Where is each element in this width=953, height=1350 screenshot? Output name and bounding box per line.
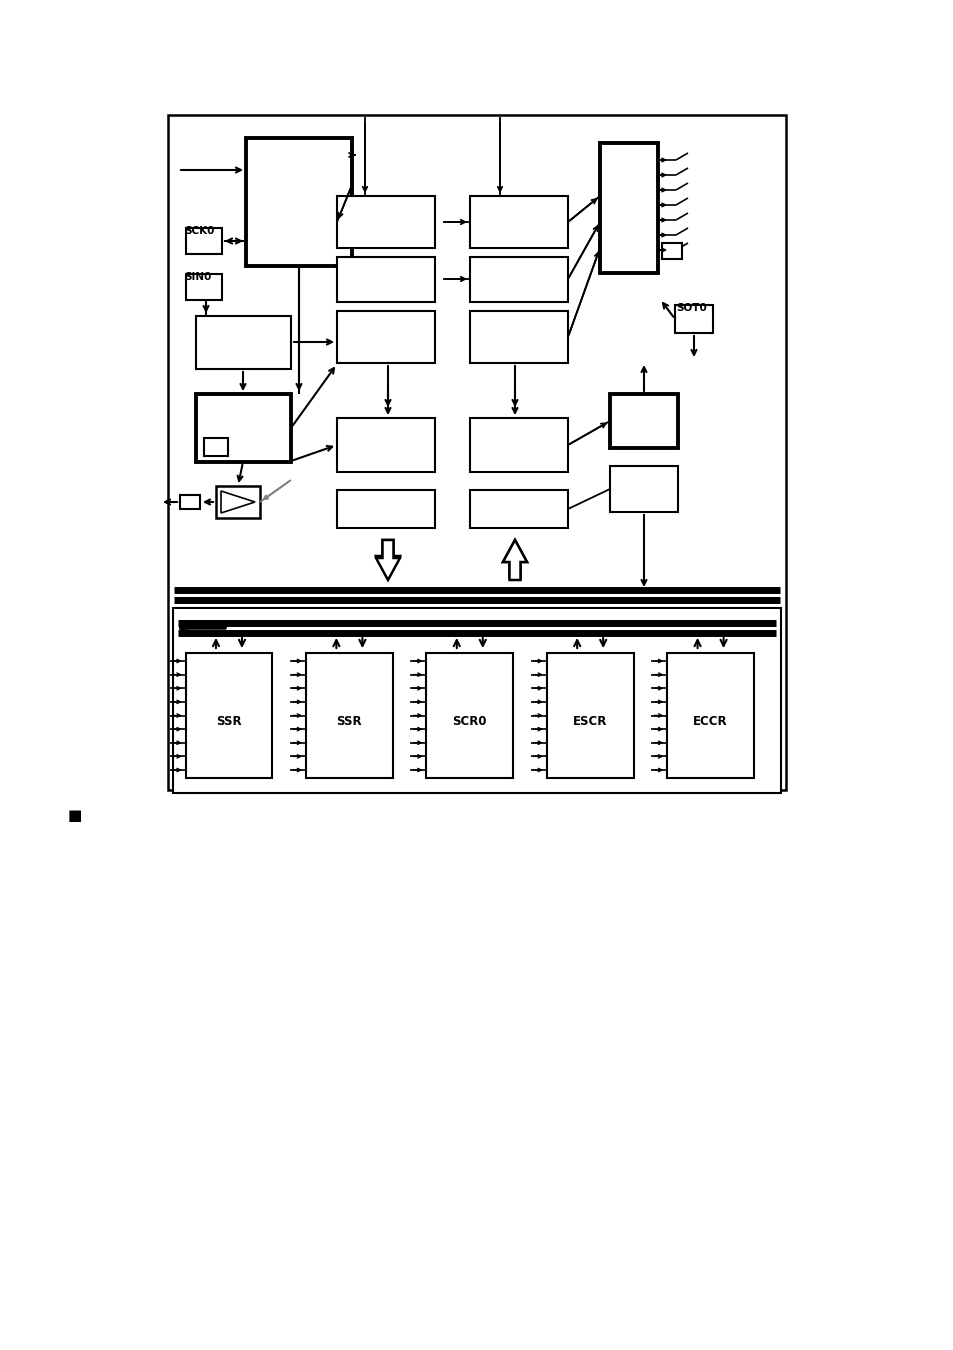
Bar — [195, 394, 291, 462]
Bar — [336, 490, 435, 528]
Bar — [330, 188, 442, 383]
Text: ECCR: ECCR — [693, 716, 727, 728]
Text: SCR0: SCR0 — [452, 716, 487, 728]
Bar — [426, 653, 513, 778]
Text: ■: ■ — [68, 809, 82, 824]
Text: SIN0: SIN0 — [184, 271, 212, 282]
Bar — [195, 316, 291, 369]
Bar — [470, 418, 567, 472]
Bar — [661, 243, 681, 259]
Bar — [675, 305, 712, 333]
Bar — [306, 653, 393, 778]
Bar — [204, 437, 228, 456]
Bar — [186, 228, 222, 254]
Bar — [336, 310, 435, 363]
Bar — [180, 495, 200, 509]
Text: SOT0: SOT0 — [676, 302, 706, 313]
Text: SSR: SSR — [336, 716, 362, 728]
Bar — [186, 653, 272, 778]
Bar — [609, 466, 678, 512]
Bar — [546, 653, 633, 778]
Polygon shape — [221, 491, 254, 513]
Text: SSR: SSR — [216, 716, 241, 728]
Bar — [470, 196, 567, 248]
Bar — [463, 188, 577, 383]
Bar — [336, 418, 435, 472]
Polygon shape — [502, 540, 526, 580]
Bar — [463, 410, 577, 558]
Bar — [470, 490, 567, 528]
Polygon shape — [375, 540, 399, 578]
Text: SCK0: SCK0 — [184, 225, 214, 236]
Bar — [246, 138, 352, 266]
Bar — [599, 143, 658, 273]
Bar — [666, 653, 753, 778]
Bar — [215, 486, 260, 518]
Bar — [336, 256, 435, 302]
Bar — [330, 410, 442, 558]
Bar — [168, 115, 785, 790]
Bar — [186, 274, 222, 300]
Bar — [470, 310, 567, 363]
Bar — [470, 256, 567, 302]
Bar — [609, 394, 678, 448]
Bar — [172, 608, 781, 792]
Bar — [207, 130, 355, 315]
Polygon shape — [502, 540, 526, 578]
Text: ESCR: ESCR — [573, 716, 607, 728]
Polygon shape — [375, 540, 399, 580]
Bar — [336, 196, 435, 248]
